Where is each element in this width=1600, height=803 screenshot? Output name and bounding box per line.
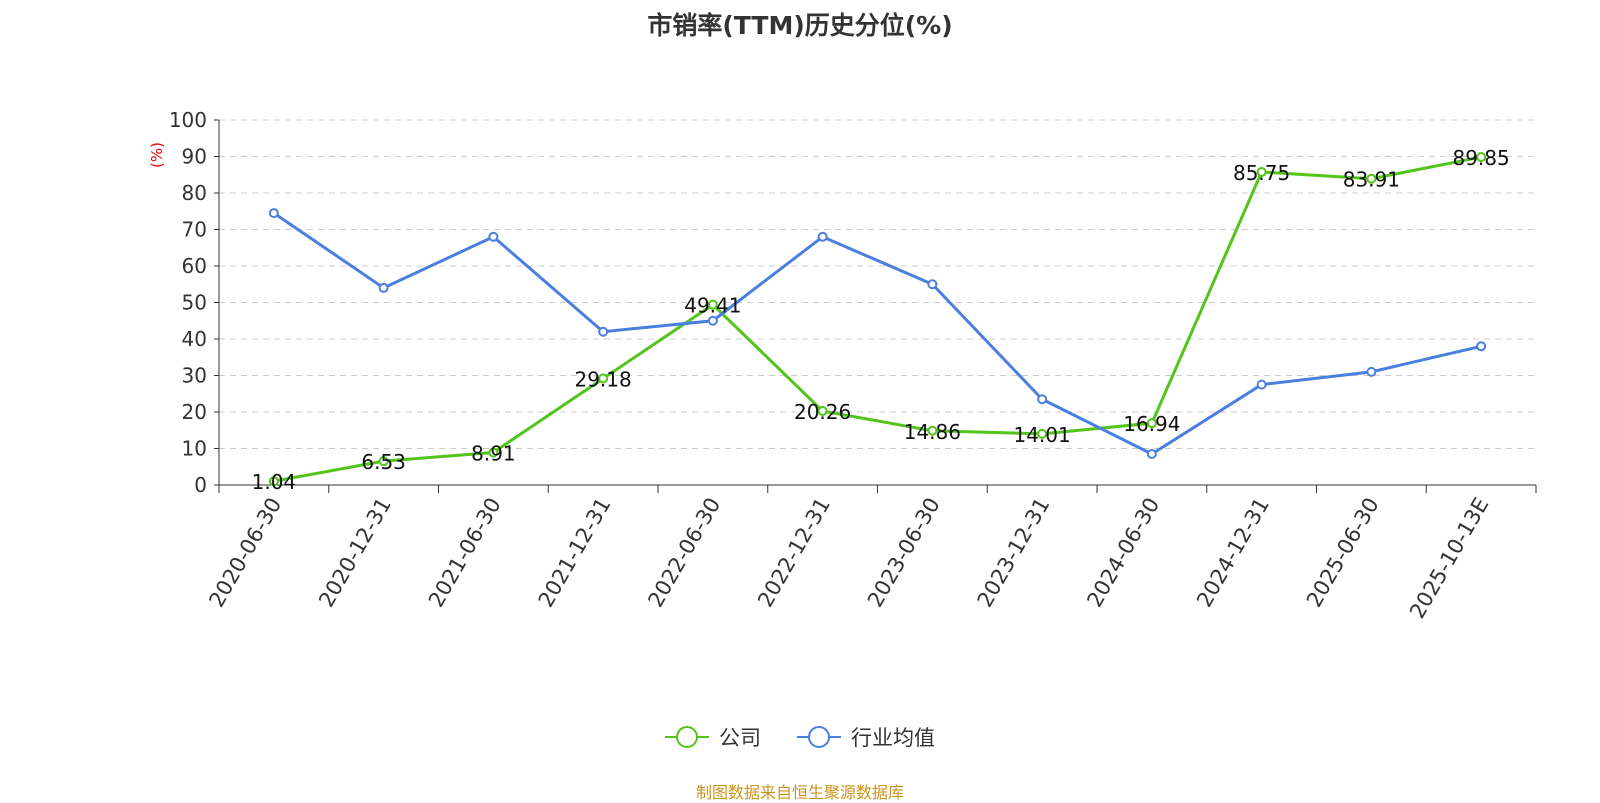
data-point	[707, 299, 718, 310]
x-tick-label: 2021-12-31	[534, 494, 616, 612]
y-tick-label: 50	[182, 291, 207, 315]
y-tick-label: 70	[182, 218, 207, 242]
legend-marker-icon	[797, 726, 841, 748]
y-tick-label: 90	[182, 145, 207, 169]
data-label: 29.18	[574, 367, 631, 391]
x-tick-label: 2025-06-30	[1302, 494, 1384, 612]
legend-label: 公司	[719, 726, 761, 750]
legend-item[interactable]: 行业均值	[797, 722, 935, 752]
y-tick-label: 40	[182, 327, 207, 351]
legend: 公司 行业均值	[0, 722, 1600, 752]
x-tick-label: 2023-12-31	[973, 494, 1055, 612]
data-point	[1476, 152, 1487, 163]
data-point	[1146, 448, 1157, 459]
data-point	[268, 208, 279, 219]
data-point	[378, 282, 389, 293]
y-tick-label: 20	[182, 400, 207, 424]
data-point	[817, 406, 828, 417]
data-point	[707, 315, 718, 326]
data-label: 83.91	[1343, 168, 1400, 192]
x-tick-label: 2022-12-31	[753, 494, 835, 612]
data-point	[1037, 394, 1048, 405]
x-tick-label: 2024-06-30	[1082, 494, 1164, 612]
x-tick-label: 2020-06-30	[204, 494, 286, 612]
data-label: 16.94	[1123, 412, 1180, 436]
legend-marker-icon	[665, 726, 709, 748]
x-tick-label: 2024-12-31	[1192, 494, 1274, 612]
data-label: 20.26	[794, 400, 851, 424]
y-tick-label: 80	[182, 181, 207, 205]
chart-title: 市销率(TTM)历史分位(%)	[647, 11, 953, 40]
legend-item[interactable]: 公司	[665, 722, 761, 752]
data-point	[1037, 428, 1048, 439]
source-footer: 制图数据来自恒生聚源数据库	[695, 783, 904, 802]
data-point	[268, 476, 279, 487]
data-point	[488, 231, 499, 242]
data-point	[1476, 341, 1487, 352]
data-point	[1256, 167, 1267, 178]
x-tick-label: 2022-06-30	[643, 494, 725, 612]
data-label: 49.41	[684, 294, 741, 318]
data-point	[598, 326, 609, 337]
data-point	[927, 279, 938, 290]
data-label: 14.01	[1013, 423, 1070, 447]
data-label: 8.91	[471, 441, 516, 465]
data-point	[1366, 366, 1377, 377]
data-label: 85.75	[1233, 161, 1290, 185]
data-label: 1.04	[252, 470, 297, 494]
data-point	[598, 373, 609, 384]
x-tick-label: 2020-12-31	[314, 494, 396, 612]
data-point	[488, 447, 499, 458]
x-tick-label: 2023-06-30	[863, 494, 945, 612]
series-line-行业均值	[273, 211, 1482, 456]
data-point	[927, 425, 938, 436]
data-point	[817, 231, 828, 242]
x-tick-label: 2021-06-30	[424, 494, 506, 612]
y-tick-label: 60	[182, 254, 207, 278]
y-tick-label: 100	[169, 108, 207, 132]
legend-label: 行业均值	[851, 726, 935, 750]
series-line-公司	[273, 155, 1482, 483]
data-point	[1256, 379, 1267, 390]
data-label: 89.85	[1452, 146, 1509, 170]
data-point	[1366, 173, 1377, 184]
x-tick-label: 2025-10-13E	[1405, 494, 1493, 623]
data-label: 6.53	[361, 450, 406, 474]
y-tick-label: 30	[182, 364, 207, 388]
data-point	[1146, 418, 1157, 429]
y-tick-label: 0	[194, 473, 207, 497]
y-axis-label: (%)	[148, 142, 166, 168]
y-tick-label: 10	[182, 437, 207, 461]
data-label: 14.86	[904, 420, 961, 444]
data-point	[378, 456, 389, 467]
